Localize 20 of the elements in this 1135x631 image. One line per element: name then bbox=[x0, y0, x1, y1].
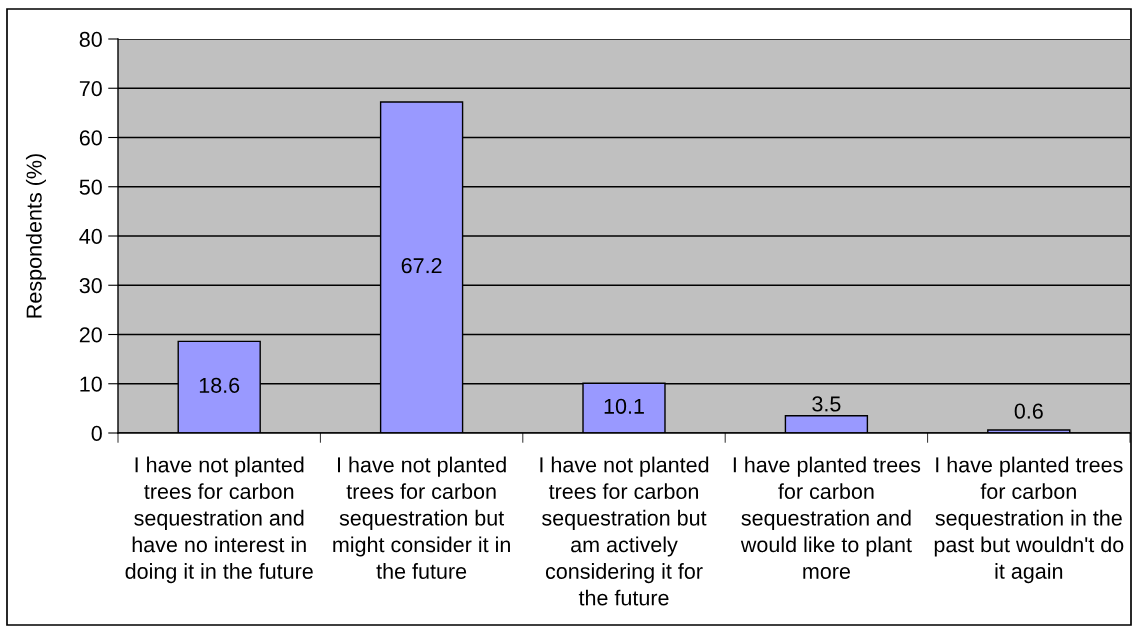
y-tick-label: 80 bbox=[79, 31, 102, 48]
y-tick-label: 40 bbox=[79, 228, 102, 245]
x-tick-label: I have planted trees for carbon sequestration in the past but wouldn't do it again bbox=[934, 456, 1124, 584]
x-tick-label: I have not planted trees for carbon sequestration but might consider it in the future bbox=[333, 456, 510, 579]
data-label: 67.2 bbox=[401, 258, 442, 274]
y-tick-label: 20 bbox=[79, 327, 102, 343]
y-tick-label: 50 bbox=[79, 179, 102, 195]
y-tick-label: 0 bbox=[91, 425, 102, 442]
x-tick-label: I have planted trees for carbon sequestration and would like to plant more bbox=[733, 456, 921, 579]
x-tick-label: I have not planted trees for carbon sequestration but am actively considering it for the future bbox=[540, 456, 709, 606]
data-label: 18.6 bbox=[199, 377, 240, 393]
data-label: 3.5 bbox=[812, 396, 841, 412]
y-axis-title: Respondents (%) bbox=[25, 154, 46, 318]
data-label: 0.6 bbox=[1014, 403, 1043, 419]
x-tick-label: I have not planted trees for carbon sequestration and have no interest in doing it in the future bbox=[125, 456, 313, 584]
y-tick-label: 30 bbox=[79, 278, 102, 294]
y-tick-label: 10 bbox=[80, 376, 102, 392]
y-tick-label: 70 bbox=[79, 81, 102, 97]
y-tick-label: 60 bbox=[79, 130, 102, 146]
data-label: 10.1 bbox=[604, 398, 644, 414]
